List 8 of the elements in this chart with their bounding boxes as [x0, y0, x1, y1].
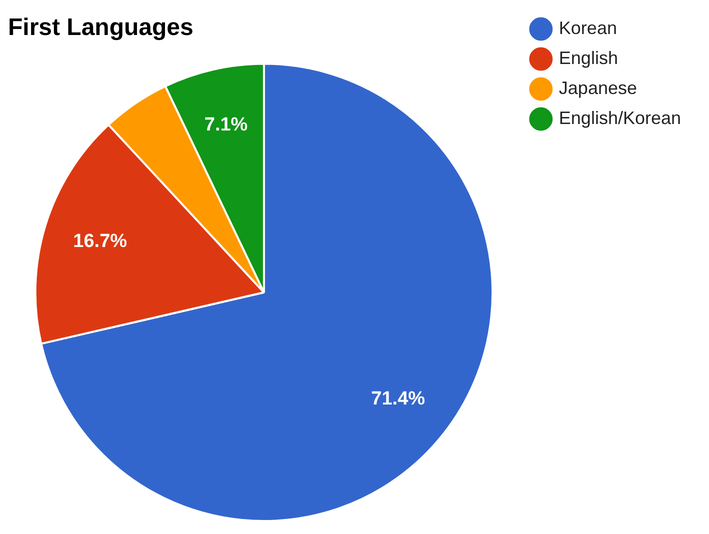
data-label: 16.7% — [73, 231, 128, 252]
chart-title: First Languages — [8, 14, 194, 42]
legend-label: English — [558, 48, 618, 68]
data-label: 7.1% — [204, 114, 248, 136]
legend-label: Japanese — [558, 78, 637, 98]
data-label: 71.4% — [371, 388, 426, 410]
legend-label: English/Korean — [558, 108, 682, 128]
legend-label: Korean — [558, 18, 617, 38]
